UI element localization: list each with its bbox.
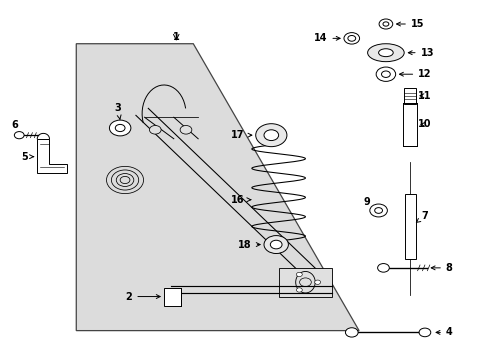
Ellipse shape (367, 44, 404, 62)
Circle shape (347, 36, 355, 41)
Text: 16: 16 (230, 195, 250, 205)
Circle shape (343, 33, 359, 44)
Bar (163, 288, 181, 306)
Circle shape (345, 328, 357, 337)
Circle shape (296, 272, 302, 276)
Bar (278, 268, 331, 297)
Circle shape (149, 126, 161, 134)
Text: 14: 14 (313, 33, 340, 43)
Circle shape (270, 240, 282, 249)
Circle shape (255, 124, 286, 147)
Circle shape (381, 71, 389, 77)
Circle shape (314, 280, 320, 284)
Circle shape (264, 235, 288, 253)
Bar (404, 88, 415, 104)
Polygon shape (76, 44, 358, 330)
Text: 3: 3 (114, 103, 121, 119)
Circle shape (109, 120, 131, 136)
Text: 4: 4 (435, 327, 452, 337)
Text: 1: 1 (172, 32, 179, 41)
Circle shape (180, 126, 191, 134)
Text: 18: 18 (238, 239, 260, 249)
Circle shape (378, 19, 392, 29)
Text: 9: 9 (362, 197, 369, 207)
Text: 7: 7 (415, 211, 427, 222)
Circle shape (115, 125, 125, 132)
Circle shape (296, 288, 302, 292)
Text: 8: 8 (430, 263, 452, 273)
Circle shape (382, 22, 388, 26)
Circle shape (418, 328, 430, 337)
Text: 12: 12 (399, 69, 431, 79)
Text: 17: 17 (230, 130, 251, 140)
Text: 5: 5 (20, 152, 34, 162)
Circle shape (264, 130, 278, 140)
Ellipse shape (378, 49, 392, 57)
Text: 15: 15 (396, 19, 424, 29)
Circle shape (377, 264, 388, 272)
Text: 2: 2 (125, 292, 160, 302)
Text: 10: 10 (417, 120, 431, 129)
Circle shape (375, 67, 395, 81)
Circle shape (14, 132, 24, 139)
Text: 6: 6 (11, 120, 18, 130)
Text: 13: 13 (407, 48, 433, 58)
Circle shape (369, 204, 386, 217)
Bar (403, 103, 416, 146)
Bar (404, 194, 415, 259)
Text: 11: 11 (417, 91, 431, 101)
